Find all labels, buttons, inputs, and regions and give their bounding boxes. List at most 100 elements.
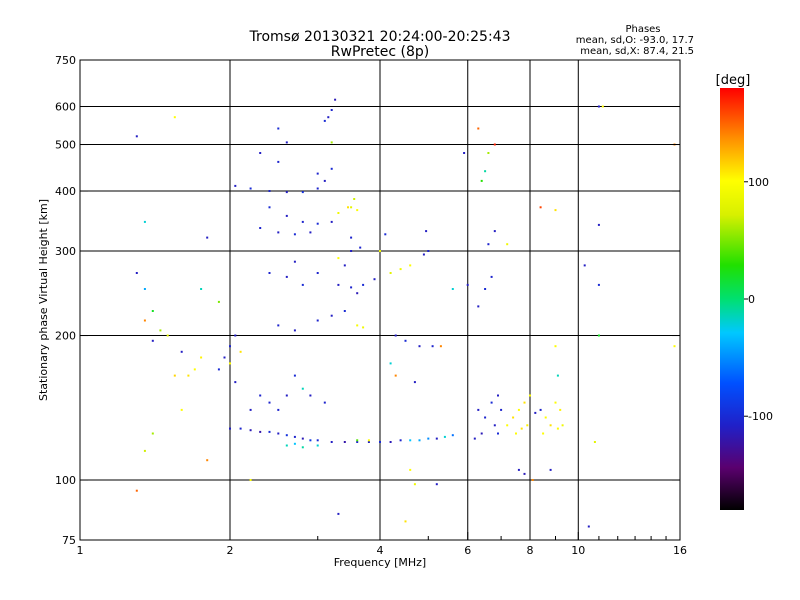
stats-line-x: mean, sd,X: 87.4, 21.5 [580,46,694,57]
phase-point [413,483,416,486]
phase-point [399,268,402,271]
phase-point [359,246,362,249]
phase-point [394,334,397,337]
phase-point [435,483,438,486]
phase-point [334,98,337,101]
phase-point [587,525,590,528]
phase-point [173,374,176,377]
phase-point [301,191,304,194]
phase-point [343,310,346,312]
phase-point [316,319,319,322]
phase-point [200,356,203,359]
phase-point [506,243,509,246]
phase-point [413,381,416,384]
phase-point [200,288,203,290]
phase-point [135,489,138,492]
phase-point [593,441,596,443]
phase-point [493,424,496,427]
phase-point [173,116,176,119]
y-tick-label: 600 [55,101,76,114]
phase-point [259,430,262,433]
phase-point [206,459,209,462]
x-tick-label: 8 [527,544,534,557]
phase-point [379,441,381,443]
phase-point [249,187,252,190]
phase-point [229,427,231,430]
phase-point [549,424,552,427]
chart-subtitle: RwPretec (8p) [331,44,429,60]
phase-point [217,368,220,371]
phase-point [293,435,296,438]
phase-point [239,350,242,353]
phase-point [409,439,412,442]
phase-point [517,468,520,471]
y-tick-label: 750 [55,54,76,67]
phase-point [285,141,288,144]
phase-point [239,427,242,430]
phase-point [206,236,209,239]
phase-point [523,401,526,404]
phase-point [143,220,146,223]
phase-point [490,275,493,278]
phase-point [539,206,542,209]
phase-point [159,329,162,332]
phase-point [539,408,542,411]
phase-point [249,479,252,481]
colorbar-tick-label: 0 [748,293,755,306]
phase-point [166,334,169,337]
colorbar-ticks: 100 0 -100 [744,176,773,423]
phase-point [268,430,271,433]
x-tick-label: 1 [77,544,84,557]
phase-point [268,190,271,192]
x-tick-label: 6 [464,544,471,557]
phase-point [356,209,359,212]
phase-point [554,209,557,212]
phase-point [443,435,446,438]
phase-point [347,206,349,209]
phase-point [597,283,600,286]
phase-point [490,401,493,404]
phase-point [229,362,231,365]
phase-point [316,187,319,190]
y-tick-label: 75 [62,534,76,547]
phase-point [367,439,370,442]
phase-point [480,432,483,435]
phase-point [439,345,442,348]
phase-point [435,437,438,440]
phase-point [389,362,392,365]
phase-point [399,439,402,442]
phase-point [259,227,262,229]
phase-point [285,191,288,194]
phase-point [394,374,397,377]
phase-point [409,468,412,471]
phase-point [350,250,353,252]
phase-point [384,233,387,236]
phase-point [330,167,333,170]
phase-point [526,424,529,427]
phase-point [601,105,604,108]
phase-point [277,127,280,130]
phase-point [389,272,392,274]
plot-grid [80,60,680,540]
phase-point [356,324,359,327]
phase-point [337,283,340,286]
phase-point [285,394,288,397]
phase-point [544,416,547,419]
phase-point [151,310,154,312]
y-tick-label: 500 [55,139,76,152]
phase-point [487,243,490,246]
phase-point [559,408,562,411]
phase-point [301,446,304,449]
phase-point [422,253,425,256]
phase-point [477,127,480,130]
phase-point [301,220,304,223]
phase-point [249,429,252,432]
phase-point [367,441,370,443]
phase-point [234,334,237,337]
phase-point [259,152,262,154]
phase-point [418,439,421,442]
phase-point [466,283,469,286]
phase-point [356,439,359,442]
phase-point [597,105,600,108]
phase-point [277,160,280,163]
